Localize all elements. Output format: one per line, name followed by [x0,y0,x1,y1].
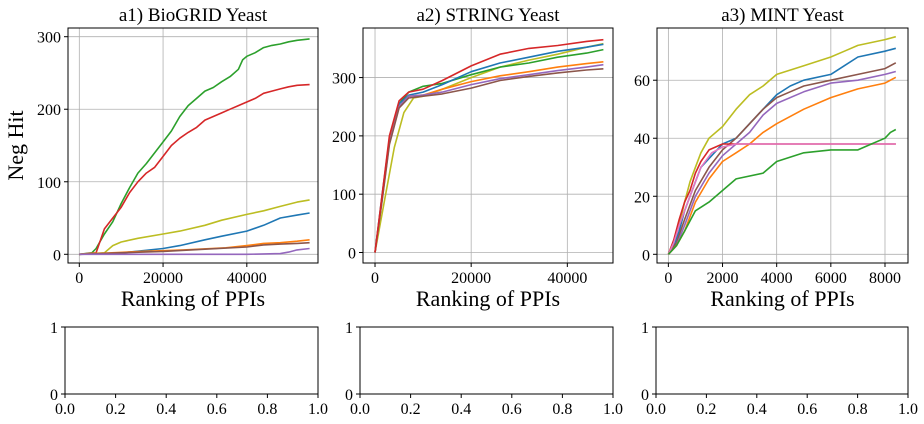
y-tick-label: 40 [634,131,650,148]
series-line-6 [374,68,604,253]
series-line-7 [667,143,896,255]
x-tick-label: 6000 [815,270,847,287]
plot-frame [655,326,909,395]
y-tick-label: 1 [641,320,649,337]
x-axis-label: Ranking of PPIs [416,286,560,311]
gridlines [657,28,908,263]
panel-2: 0 20000 40000 0 100 200 300 a2) STRING Yeast Ran… [332,5,614,311]
x-tick-label: 0.8 [257,401,277,418]
x-tick-label: 40000 [547,270,587,287]
y-tick-label: 0 [345,387,353,404]
y-tick-label: 300 [37,30,61,47]
x-tick-label: 20000 [143,270,183,287]
x-tick-label: 0.6 [502,401,522,418]
x-tick-label: 0 [664,270,672,287]
x-tick-label: 0.4 [747,401,767,418]
y-tick-label: 1 [50,320,58,337]
series-line-4 [667,70,897,255]
x-tick-label: 2000 [707,270,739,287]
series-line-7 [79,247,310,256]
x-tick-label: 8000 [869,270,901,287]
y-tick-label: 20 [634,189,650,206]
series-line-3 [667,62,897,255]
panel-title: a1) BioGRID Yeast [119,5,268,26]
y-tick-label: 100 [37,175,61,192]
plot-frame [359,326,614,395]
x-tick-label: 1.0 [603,401,623,418]
y-tick-label: 0 [53,247,61,264]
panel-title: a3) MINT Yeast [721,5,844,26]
x-axis-label: Ranking of PPIs [121,286,265,311]
x-tick-label: 0.8 [552,401,572,418]
y-tick-label: 100 [332,187,356,204]
y-tick-label: 0 [641,387,649,404]
x-tick-label: 0 [371,270,379,287]
x-tick-label: 0.8 [848,401,868,418]
series-line-2 [79,83,310,256]
y-axis-label: Neg Hit [3,110,28,180]
panel-1: 0 20000 40000 0 100 200 300 a1) BioGRID Yeast Ra… [3,5,319,311]
series-line-8 [667,128,897,255]
gridlines [363,28,613,263]
x-tick-label: 0.0 [646,401,666,418]
series-line-3 [79,199,310,256]
x-tick-label: 0.2 [696,401,716,418]
series-line-7 [374,38,604,253]
x-tick-label: 1.0 [898,401,918,418]
x-tick-label: 0.2 [106,401,126,418]
plot-frame [362,27,614,264]
x-tick-label: 0.6 [207,401,227,418]
x-tick-label: 0.4 [156,401,176,418]
y-tick-label: 200 [332,129,356,146]
x-tick-label: 0 [75,270,83,287]
x-tick-label: 0.4 [451,401,471,418]
x-tick-label: 0.0 [55,401,75,418]
x-tick-label: 0.6 [797,401,817,418]
x-axis-label: Ranking of PPIs [710,286,854,311]
panel-5: 0.0 0.2 0.4 0.6 0.8 1.0 0 1 [345,320,623,418]
y-tick-label: 200 [37,102,61,119]
x-tick-label: 0.0 [350,401,370,418]
x-tick-label: 0.2 [401,401,421,418]
panel-6: 0.0 0.2 0.4 0.6 0.8 1.0 0 1 [641,320,918,418]
y-tick-label: 0 [348,246,356,263]
y-tick-label: 0 [50,387,58,404]
panel-3: 0 2000 4000 6000 8000 0 20 40 60 a3) MINT Yeast Ra… [634,5,909,311]
panel-4: 0.0 0.2 0.4 0.6 0.8 1.0 0 1 [50,320,328,418]
y-tick-label: 60 [634,73,650,90]
x-tick-label: 20000 [451,270,491,287]
x-tick-label: 1.0 [308,401,328,418]
y-tick-label: 1 [345,320,353,337]
x-tick-label: 4000 [761,270,793,287]
series-line-6 [79,241,310,256]
y-tick-label: 300 [332,71,356,88]
x-tick-label: 40000 [227,270,267,287]
plot-frame [656,27,909,264]
panel-title: a2) STRING Yeast [416,5,560,26]
y-tick-label: 0 [642,247,650,264]
plot-frame [67,27,319,264]
plot-frame [64,326,319,395]
